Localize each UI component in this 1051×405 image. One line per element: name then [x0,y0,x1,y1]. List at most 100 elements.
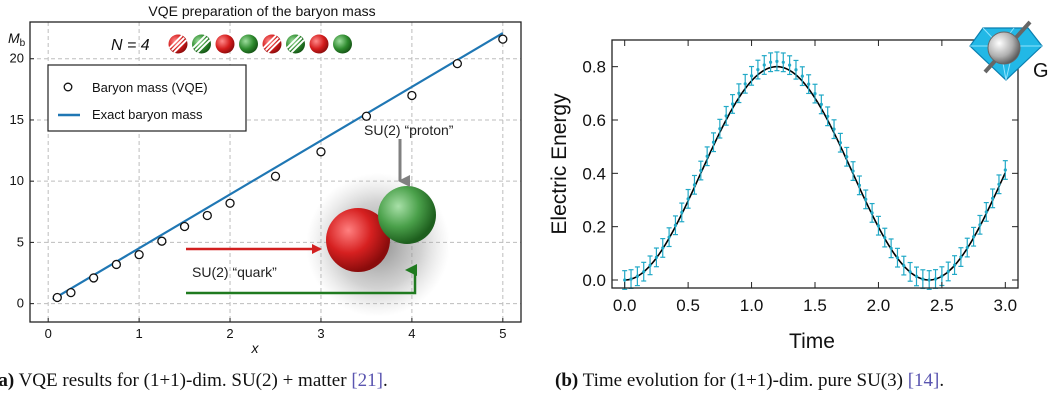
measured-point [711,140,716,144]
bead-stripe [291,39,305,53]
y-tick-label: 0 [17,296,24,311]
x-tick-label: 4 [408,326,415,341]
caption-b: (b) Time evolution for (1+1)-dim. pure S… [555,370,945,391]
measured-point [648,263,652,267]
x-tick-label: 1.5 [803,296,827,315]
measured-point [946,269,950,274]
y-tick-label: 10 [10,173,24,188]
caption-a-reference[interactable]: [21] [351,370,383,391]
logo-icon: G [969,20,1049,82]
caption-b-reference[interactable]: [14] [907,370,940,391]
exact-mass-line-segment [52,32,504,301]
chart-b-frame [611,39,1019,289]
chart-a-frame [29,21,522,323]
annotation-quark: SU(2) “quark” [192,264,277,280]
measured-point [851,169,855,173]
chart-b-ticks: 0.0 0.5 1.0 1.5 2.0 2.5 3.0 0.0 0.2 0.4 0.6 0.8 [582,40,1018,315]
measured-point [838,141,842,145]
n-label: N = 4 [111,37,150,54]
measured-point [876,224,881,228]
measured-point [971,235,976,239]
legend-box [47,64,247,132]
x-tick-label: 0 [45,326,52,341]
measured-energy-points [622,51,1008,290]
bead-chain [168,34,352,54]
measured-point [762,63,766,67]
measured-point [914,274,919,279]
vqe-point [66,287,76,298]
vqe-point [111,259,122,270]
measured-point [965,245,969,250]
bead-stripe [286,35,300,49]
chart-a-legend: Baryon mass (VQE) Exact baryon mass [47,64,247,132]
proton-illustration: SU(2) “proton” SU(2) “quark” [186,122,454,317]
vqe-point [88,273,99,283]
bead-stripe [171,37,185,51]
x-tick-label: 1 [135,326,142,341]
chart-a-xlabel: x [251,340,260,356]
y-tick-label: 20 [10,51,24,66]
measured-point [952,263,957,267]
bead-stripe [265,37,279,51]
measured-point [794,68,798,72]
chart-a-title: VQE preparation of the baryon mass [148,3,375,19]
measured-point [768,60,773,64]
measured-point [845,155,849,159]
measured-point [730,102,735,106]
legend-marker-vqe [63,82,73,92]
x-tick-label: 5 [499,326,506,341]
measured-point [724,114,728,118]
measured-point [654,255,659,259]
red-quark-ball [326,208,390,272]
measured-point [908,270,912,274]
exact-mass-line [52,32,504,301]
measured-point [800,74,804,78]
bead [309,34,329,54]
bead [239,34,258,54]
y-tick-label: 0.8 [582,58,606,77]
y-tick-label: 5 [17,234,24,249]
vqe-point [225,198,235,208]
bead [333,34,352,54]
y-tick-label: 0.0 [582,271,606,290]
measured-point [737,91,741,95]
measured-point [743,82,747,86]
legend-label-vqe: Baryon mass (VQE) [92,80,208,95]
chart-a-ylabel: Mb [8,30,26,49]
vqe-points [52,34,508,303]
measured-point [756,67,760,72]
legend-label-exact: Exact baryon mass [92,107,203,122]
measured-point [781,60,785,64]
x-tick-label: 3 [317,326,324,341]
measured-point [699,168,703,173]
vqe-point [270,171,281,181]
bead-stripe [267,39,281,53]
x-tick-label: 2 [226,326,233,341]
y-tick-label: 0.6 [582,111,606,130]
panel-b: 0.0 0.5 1.0 1.5 2.0 2.5 3.0 0.0 0.2 0.4 0.6 0.8 Tim… [548,20,1049,353]
x-tick-label: 2.0 [867,296,891,315]
measured-point [819,102,823,106]
measured-point [864,197,868,201]
x-tick-label: 0.5 [676,296,700,315]
caption-a: (a) VQE results for (1+1)-dim. SU(2) + m… [0,370,388,391]
vqe-point [157,236,167,246]
chart-b-xlabel: Time [789,330,835,353]
measured-point [749,74,754,78]
green-quark-ball [378,186,436,244]
measured-point [813,91,817,96]
logo-letter: G [1033,60,1049,82]
measured-point [921,277,925,281]
measured-point [895,256,900,260]
measured-point [788,63,792,67]
measured-point [635,274,639,278]
measured-point [661,246,665,250]
vqe-point [452,58,463,69]
x-tick-label: 1.0 [740,296,764,315]
vqe-point [52,292,62,303]
bead-stripe [263,35,277,49]
measured-point [667,235,671,239]
y-tick-label: 0.4 [582,164,606,183]
y-tick-label: 15 [10,112,24,127]
